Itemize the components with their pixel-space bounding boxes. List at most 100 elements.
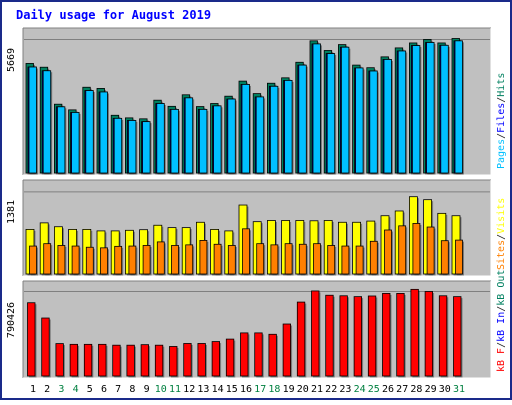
sites-bar [256,243,265,275]
kbytes-bar [254,332,263,377]
pages-bar [28,66,37,174]
kbytes-bar [140,344,150,377]
hits-panel-legend-separator: / [496,97,507,103]
pages-bar [184,97,194,174]
sites-bar [355,245,364,275]
day-label: 6 [101,384,107,395]
day-label: 30 [439,384,451,395]
pages-bar [198,108,208,174]
kbytes-bar [211,341,221,377]
kbytes-bar [225,338,235,377]
kbytes-bar [55,343,64,377]
kbytes-bar [367,295,377,377]
day-label: 9 [144,384,150,395]
pages-bar [42,70,52,174]
visits-panel-legend-separator: / [496,234,507,240]
pages-bar [127,120,137,174]
kbytes-bar [325,294,334,377]
day-label: 18 [268,384,280,395]
day-label: 11 [169,384,181,395]
hits-panel-legend-pages: Pages [496,139,507,169]
sites-bar [142,245,151,275]
kbytes-bar [438,295,448,377]
sites-bar [313,243,321,275]
kbytes-panel-legend-kb-out: kB Out [496,270,507,306]
day-label: 22 [325,384,337,395]
pages-bar [312,43,321,174]
kbytes-bar [112,344,121,377]
sites-bar [227,245,236,275]
sites-bar [426,226,435,275]
kbytes-panel-legend: kB F/kB In/kB Out [496,270,507,372]
pages-bar [326,53,336,174]
pages-bar [99,91,108,174]
day-label: 23 [339,384,351,395]
pages-bar [355,67,364,174]
pages-bar [85,90,94,174]
sites-bar [85,246,94,275]
kbytes-bar [353,296,363,377]
day-label: 17 [254,384,266,395]
pages-bar [170,108,179,174]
pages-bar [369,70,378,174]
day-label: 4 [73,384,79,395]
pages-bar [227,98,236,174]
pages-bar [454,40,463,174]
sites-bar [398,225,407,275]
visits-panel-legend-sites: Sites [496,240,507,270]
pages-bar [255,96,265,174]
kbytes-panel-max-label: 790426 [6,302,17,338]
kbytes-bar [311,290,320,377]
kbytes-bar [240,332,249,377]
day-label: 10 [155,384,167,395]
day-label: 20 [297,384,309,395]
sites-bar [100,247,108,275]
sites-bar [270,244,279,275]
pages-bar [113,117,123,174]
sites-bar [213,243,222,275]
day-label: 19 [283,384,295,395]
kbytes-bar [83,343,93,377]
kbytes-bar [424,291,434,377]
visits-panel-legend-visits: Visits [496,198,507,234]
pages-bar [298,64,307,174]
hits-panel-max-label: 5669 [6,48,17,72]
day-label: 5 [87,384,93,395]
sites-bar [455,239,463,275]
kbytes-bar [169,346,178,377]
day-label: 24 [354,384,366,395]
chart-title: Daily usage for August 2019 [16,8,211,22]
kbytes-bar [126,344,135,377]
day-label: 12 [183,384,195,395]
kbytes-bar [183,343,192,377]
visits-panel-legend: Sites/Visits [496,198,507,270]
kbytes-panel-legend-separator: / [496,306,507,312]
sites-bar [341,245,350,275]
sites-bar [369,240,378,275]
day-label: 8 [129,384,135,395]
sites-bar [199,240,208,275]
pages-bar [269,85,279,174]
day-axis-labels: 1 2 3 4 5 6 7 8 9 10 11 12 13 14 15 16 17 18 19 20 21 22 23 24 2… [30,384,465,395]
sites-bar [284,243,293,275]
pages-bar [241,84,250,174]
day-label: 16 [240,384,252,395]
kbytes-bar [282,323,292,377]
kbytes-bar [197,343,206,377]
visits-panel-max-label: 1381 [6,200,17,224]
kbytes-bar [296,301,306,377]
kbytes-panel-legend-kb-f: kB F [496,348,507,372]
sites-bar [114,245,123,275]
sites-bar [57,245,66,275]
sites-bar [29,245,37,275]
sites-bar [128,245,137,275]
day-label: 31 [453,384,465,395]
pages-bar [142,121,151,174]
pages-bar [383,59,392,174]
sites-bar [71,245,80,275]
pages-bar [156,103,165,174]
sites-bar [412,223,421,275]
kbytes-panel-legend-kb-in: kB In [496,312,507,342]
pages-bar [440,44,449,174]
